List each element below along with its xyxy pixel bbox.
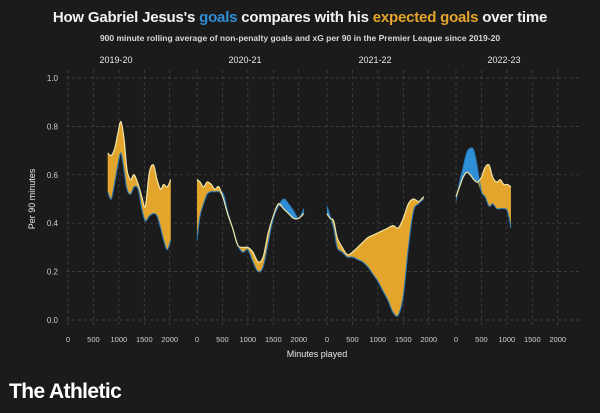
xg-line-2021-22 [326,196,425,256]
chart-subtitle: 900 minute rolling average of non-penalt… [99,33,501,43]
x-tick-label: 1000 [370,335,387,344]
x-tick-label: 1500 [136,335,153,344]
goals-line-2021-22 [326,198,425,317]
x-tick-label: 2000 [161,335,178,344]
x-tick-label: 0 [195,335,199,344]
x-tick-label: 2000 [549,335,566,344]
goals-line-2020-21 [196,191,305,273]
y-tick-label: 0.2 [47,268,59,277]
x-axis-label: Minutes played [287,349,348,359]
goals-line-2019-20 [107,152,172,251]
panel-title-2022-23: 2022-23 [487,55,520,65]
y-tick-label: 0.4 [47,219,59,228]
chart-title: How Gabriel Jesus's goals compares with … [0,9,600,26]
x-tick-label: 1500 [524,335,541,344]
x-tick-label: 0 [454,335,458,344]
y-tick-label: 0.0 [47,316,59,325]
x-tick-label: 500 [475,335,488,344]
x-tick-label: 1500 [395,335,412,344]
xg-above-goals-area-2020-21 [197,179,304,272]
goals-line-2022-23 [455,147,512,229]
title-text-pre: How Gabriel Jesus's [52,9,200,26]
brand-logo: The Athletic [9,380,122,403]
x-tick-label: 500 [87,335,100,344]
xg-line-2019-20 [107,120,172,208]
x-tick-label: 1000 [499,335,516,344]
y-axis-label: Per 90 minutes [27,168,37,229]
x-tick-label: 1500 [265,335,282,344]
xg-above-goals-area-2021-22 [327,196,424,317]
title-text-post: over time [478,9,548,26]
title-xg-word: expected goals [372,9,479,26]
title-goals-word: goals [199,9,238,26]
title-text-mid: compares with his [237,9,373,26]
y-tick-label: 1.0 [47,74,59,83]
panel-title-2021-22: 2021-22 [358,55,391,65]
panel-title-2020-21: 2020-21 [228,55,261,65]
xg-line-2022-23 [455,163,512,197]
x-tick-label: 0 [325,335,329,344]
x-tick-label: 2000 [290,335,307,344]
y-tick-label: 0.8 [47,122,59,131]
x-tick-label: 0 [66,335,70,344]
goals-above-xg-area-2022-23 [456,147,511,229]
xg-line-2020-21 [196,179,305,263]
y-tick-label: 0.6 [47,171,59,180]
x-tick-label: 2000 [420,335,437,344]
x-tick-label: 1000 [240,335,257,344]
panel-title-2019-20: 2019-20 [99,55,132,65]
x-tick-label: 1000 [111,335,128,344]
x-tick-label: 500 [346,335,359,344]
x-tick-label: 500 [216,335,229,344]
xg-above-goals-area-2022-23 [456,164,511,229]
xg-above-goals-area-2019-20 [107,121,171,250]
